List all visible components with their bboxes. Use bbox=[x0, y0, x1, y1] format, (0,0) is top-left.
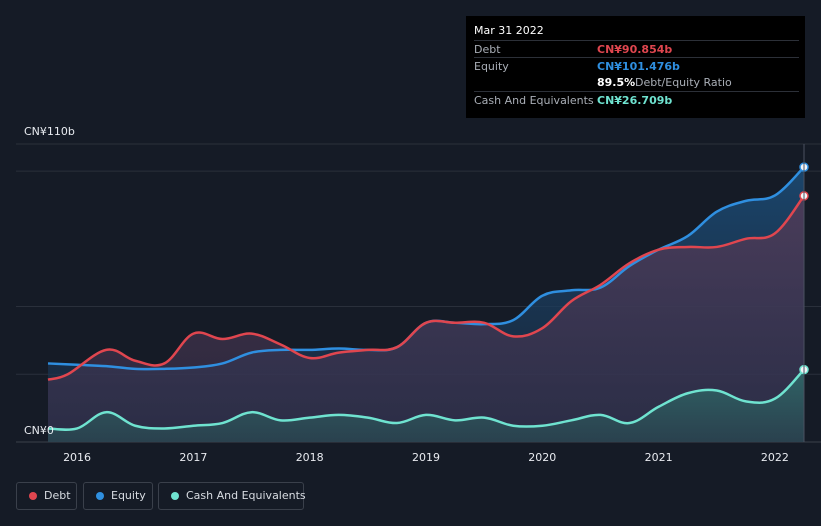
x-tick-label: 2020 bbox=[528, 451, 556, 464]
legend-item-equity[interactable]: Equity bbox=[83, 482, 153, 510]
legend-equity-label: Equity bbox=[111, 489, 146, 502]
line-cash bbox=[47, 368, 805, 431]
legend-cash-label: Cash And Equivalents bbox=[186, 489, 306, 502]
x-tick-label: 2021 bbox=[645, 451, 673, 464]
legend-debt-label: Debt bbox=[44, 489, 71, 502]
tooltip-row-debt: Debt CN¥90.854b bbox=[474, 40, 799, 58]
area-debt bbox=[48, 195, 804, 442]
tooltip-panel: Mar 31 2022 Debt CN¥90.854b Equity CN¥10… bbox=[466, 16, 805, 118]
tooltip-debt-value: CN¥90.854b bbox=[597, 43, 673, 56]
y-axis-bottom-label: CN¥0 bbox=[24, 424, 54, 437]
tooltip-equity-value: CN¥101.476b bbox=[597, 60, 680, 73]
x-tick-label: 2017 bbox=[179, 451, 207, 464]
legend-item-debt[interactable]: Debt bbox=[16, 482, 77, 510]
tooltip-row-ratio: 89.5% Debt/Equity Ratio bbox=[474, 74, 799, 91]
tooltip-date: Mar 31 2022 bbox=[474, 24, 544, 37]
x-tick-label: 2016 bbox=[63, 451, 91, 464]
area-cash bbox=[48, 369, 804, 442]
x-tick-label: 2022 bbox=[761, 451, 789, 464]
y-axis-top-label: CN¥110b bbox=[24, 125, 75, 138]
cash-dot-icon bbox=[171, 492, 179, 500]
line-debt bbox=[47, 195, 805, 381]
equity-dot-icon bbox=[96, 492, 104, 500]
legend-item-cash[interactable]: Cash And Equivalents bbox=[158, 482, 306, 510]
tooltip-ratio-value: 89.5% bbox=[597, 76, 636, 89]
tooltip-cash-value: CN¥26.709b bbox=[597, 94, 673, 107]
x-tick-label: 2019 bbox=[412, 451, 440, 464]
x-tick-label: 2018 bbox=[296, 451, 324, 464]
tooltip-ratio-label: Debt/Equity Ratio bbox=[635, 76, 732, 89]
tooltip-equity-label: Equity bbox=[474, 60, 509, 73]
tooltip-cash-label: Cash And Equivalents bbox=[474, 94, 594, 107]
tooltip-row-equity: Equity CN¥101.476b bbox=[474, 57, 799, 75]
debt-dot-icon bbox=[29, 492, 37, 500]
tooltip-row-cash: Cash And Equivalents CN¥26.709b bbox=[474, 91, 799, 109]
tooltip-debt-label: Debt bbox=[474, 43, 501, 56]
